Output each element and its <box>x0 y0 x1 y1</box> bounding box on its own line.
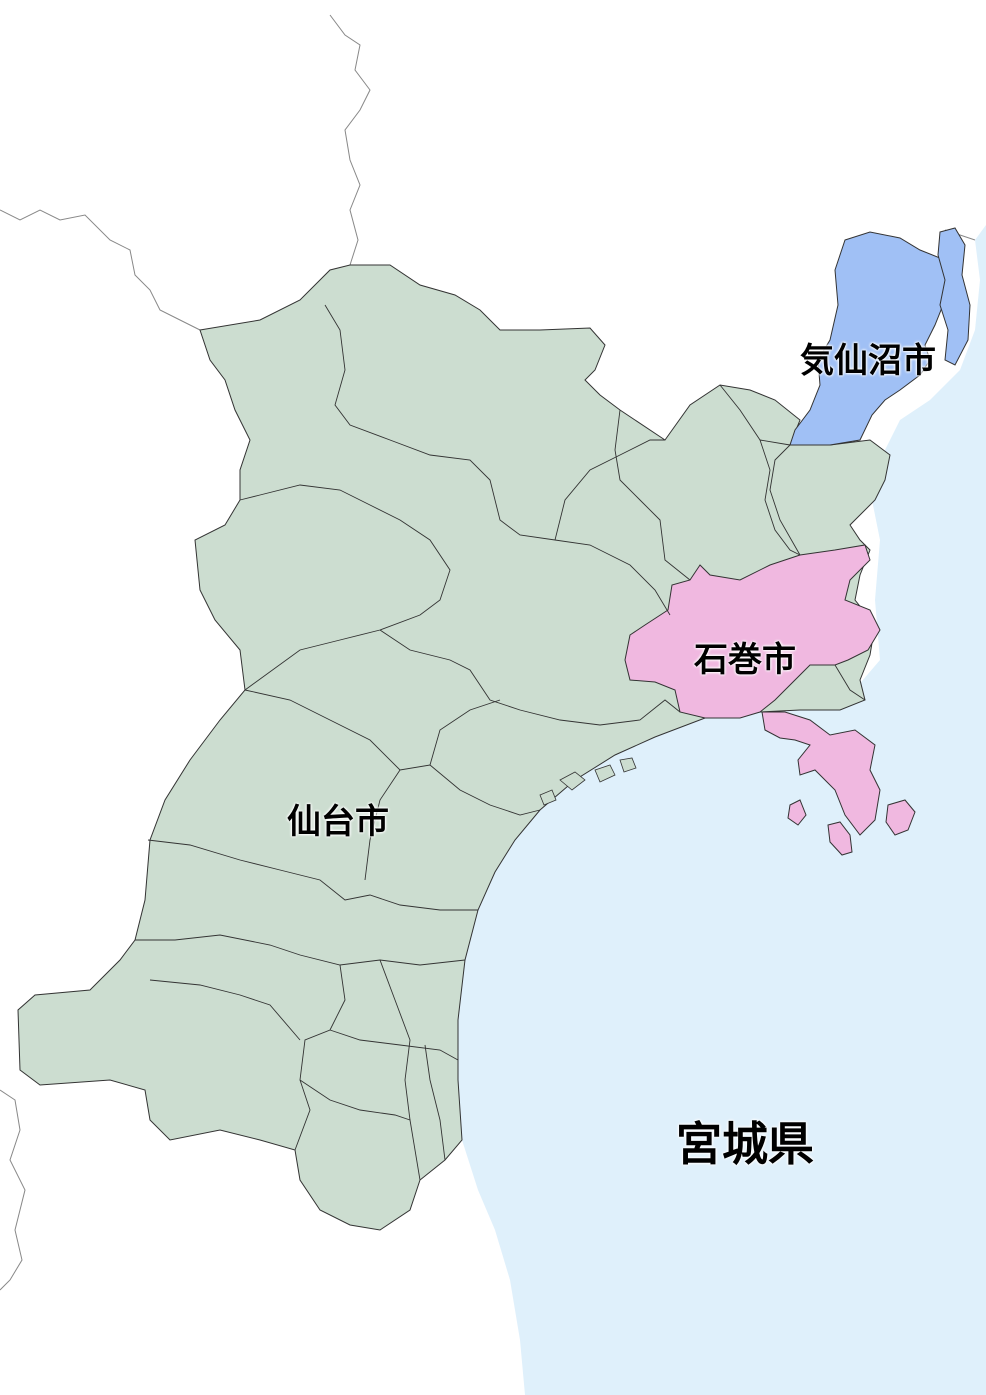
miyagi-land <box>17 264 891 1231</box>
kesennuma-peninsula <box>937 227 971 366</box>
oshika-peninsula <box>761 711 881 836</box>
pacific-ocean <box>458 225 986 1395</box>
matsushima-islands <box>539 757 637 806</box>
ishinomaki-label: 石巻市 <box>694 640 796 680</box>
sendai-label: 仙台市 <box>287 802 389 842</box>
ishinomaki-region <box>624 544 881 719</box>
kinkasan-island <box>827 821 853 856</box>
prefecture-label: 宮城県 <box>676 1117 814 1171</box>
kesennuma-label: 気仙沼市 <box>800 341 936 381</box>
ajishima-island <box>885 799 916 836</box>
tashiro-island <box>787 799 807 826</box>
municipal-boundaries <box>135 304 866 1181</box>
outside-boundaries <box>0 14 976 1291</box>
